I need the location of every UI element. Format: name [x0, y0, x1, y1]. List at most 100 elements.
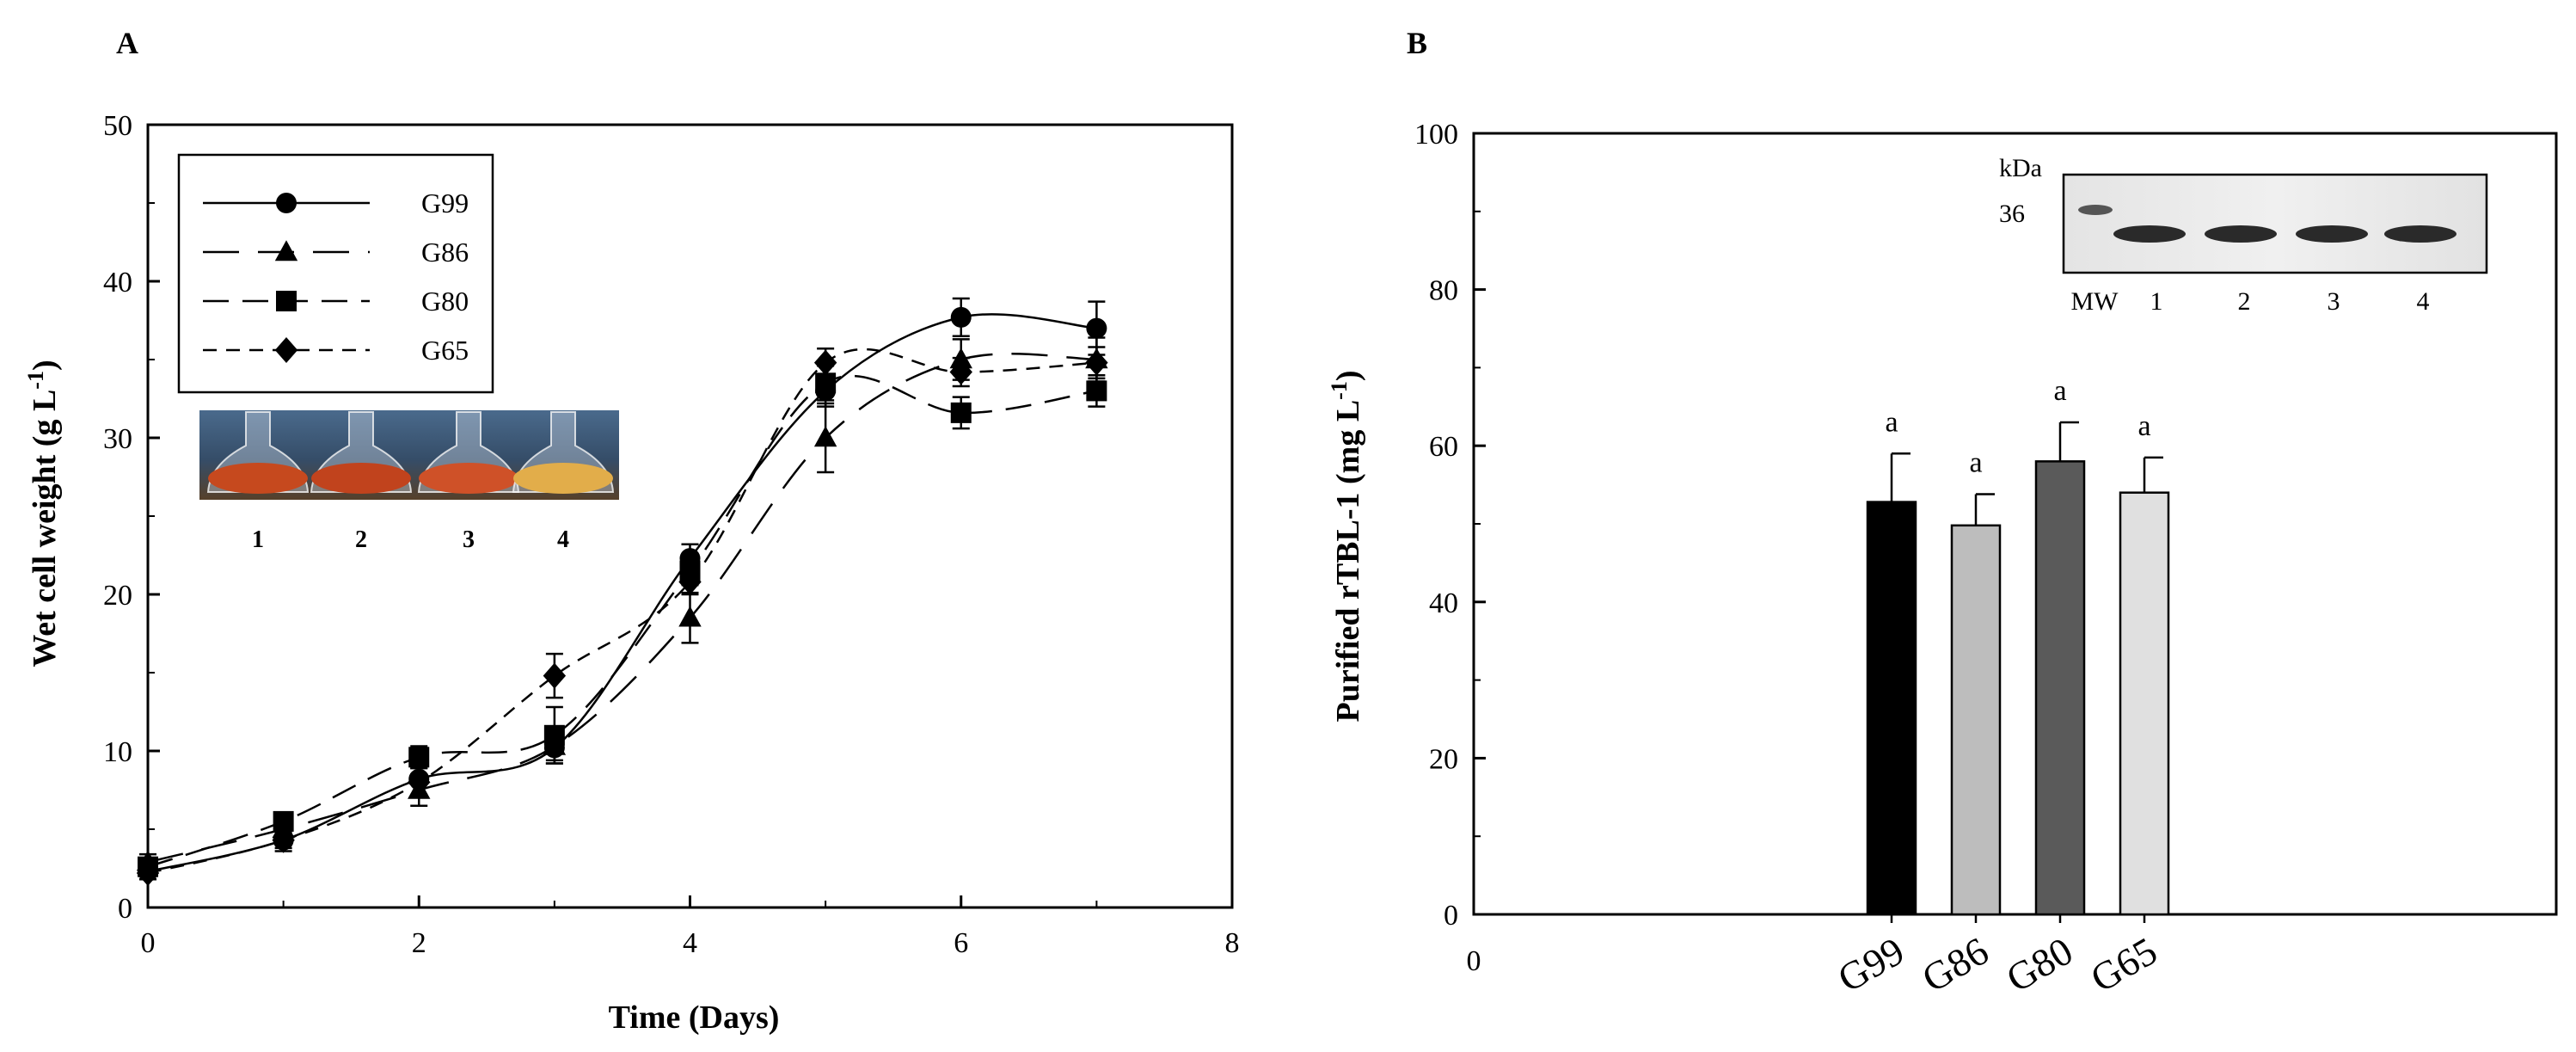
panel-b-y-axis-title-close: ): [1330, 370, 1366, 381]
category-label-g65: G65: [2083, 928, 2164, 1000]
panel-a-y-axis-title-sup: -1: [23, 371, 48, 390]
panel-a-y-tick-label: 10: [103, 736, 132, 768]
panel-a-x-tick-label: 4: [683, 927, 697, 959]
bar-g80: [2034, 460, 2086, 916]
legend-label-g99: G99: [421, 188, 469, 218]
panel-a-y-tick-label: 30: [103, 423, 132, 455]
panel-a-legend: G99 G86 G80 G65: [177, 153, 494, 394]
flask-medium: [419, 463, 518, 494]
flask-medium: [208, 463, 308, 494]
panel-b-y-tick-label: 100: [1414, 119, 1458, 151]
data-point-g65: [543, 662, 567, 689]
series-line-g99: [147, 313, 1097, 873]
data-point-g65: [678, 569, 702, 595]
legend-label-g65: G65: [421, 335, 469, 366]
gel-lane-label: 3: [2328, 287, 2340, 316]
data-point-g65: [136, 859, 160, 886]
legend-box: [177, 153, 494, 394]
data-point-g65: [272, 827, 295, 853]
panel-b-y-tick-label: 0: [1444, 900, 1458, 932]
flask-label: 2: [355, 526, 367, 553]
panel-a-y-axis-title-close: ): [27, 360, 63, 371]
data-point-g80: [1086, 380, 1107, 402]
series-line-g65: [147, 348, 1097, 875]
gel-box: [2062, 173, 2488, 274]
series-line-g80: [147, 374, 1097, 868]
panel-b-plot-area: 0 20 40 60 80 100 a G99 a G86 a G80 a G65 kDa 36 MW 1 2 3 4: [1414, 119, 2558, 1000]
flask-medium: [513, 463, 613, 494]
data-point-g80: [408, 747, 430, 768]
panel-b-y-axis-title: Purified rTBL-1 (mg L-1): [1327, 370, 1366, 722]
panel-a-y-tick-label: 0: [118, 893, 132, 925]
panel-a-x-tick-label: 0: [141, 927, 156, 959]
panel-b-y-tick-label: 20: [1429, 743, 1458, 775]
gel-protein-band: [2205, 225, 2277, 243]
panel-a-y-tick-label: 20: [103, 580, 132, 612]
flask-label: 1: [252, 526, 264, 553]
panel-a-x-tick-label: 6: [954, 927, 968, 959]
data-point-g86: [813, 426, 837, 447]
panel-a-y-tick-label: 40: [103, 267, 132, 298]
data-point-g99: [950, 306, 972, 328]
gel-lane-label: 2: [2238, 287, 2251, 316]
category-label-g99: G99: [1831, 928, 1911, 1000]
bar-g65: [2119, 491, 2170, 916]
data-point-g65: [408, 769, 431, 796]
gel-marker-band: [2078, 205, 2113, 215]
gel-protein-band: [2296, 225, 2368, 243]
panel-a-x-tick-label: 2: [412, 927, 426, 959]
data-point-g99: [1086, 317, 1107, 339]
legend-label-g86: G86: [421, 237, 469, 268]
flask-photo-inset: 1 2 3 4: [199, 410, 619, 553]
category-label-g86: G86: [1915, 928, 1996, 1000]
panel-a-x-axis-title: Time (Days): [609, 1000, 780, 1036]
data-point-g80: [543, 724, 565, 746]
series-line-g86: [147, 353, 1097, 864]
gel-protein-band: [2113, 225, 2186, 243]
bar-g99: [1866, 501, 1917, 916]
panel-b-y-tick-label: 60: [1429, 431, 1458, 463]
data-point-g65: [949, 359, 972, 385]
data-point-g86: [678, 606, 702, 627]
gel-lane-label: 1: [2150, 287, 2163, 316]
legend-label-g80: G80: [421, 286, 469, 317]
legend-marker-g86: [274, 240, 298, 261]
panel-a-y-tick-label: 50: [103, 110, 132, 142]
gel-protein-band: [2384, 225, 2456, 243]
panel-b-x-start-label: 0: [1467, 945, 1481, 977]
significance-label: a: [2137, 410, 2150, 442]
category-label-g80: G80: [1999, 928, 2080, 1000]
panel-a-y-axis-title: Wet cell weight (g L-1): [23, 360, 63, 667]
significance-label: a: [1969, 446, 1982, 478]
significance-label: a: [2053, 375, 2066, 407]
flask-label: 3: [463, 526, 475, 553]
panel-a-y-axis-title-main: Wet cell weight (g L: [27, 390, 63, 667]
significance-label: a: [1885, 406, 1898, 438]
flask-label: 4: [557, 526, 569, 553]
panel-b-y-axis-title-sup: -1: [1327, 381, 1352, 400]
panel-b-y-tick-label: 80: [1429, 275, 1458, 307]
sds-page-gel-inset: kDa 36 MW 1 2 3 4: [1999, 154, 2488, 316]
series-g65: [136, 346, 1108, 886]
legend-marker-g99: [276, 193, 297, 213]
panel-b-y-axis-title-main: Purified rTBL-1 (mg L: [1330, 400, 1366, 723]
data-point-g65: [813, 349, 837, 376]
gel-lane-label: MW: [2071, 287, 2119, 316]
panel-b: B Purified rTBL-1 (mg L-1) 0 0 20 40 60 80 10…: [1327, 26, 2558, 1000]
legend-marker-g65: [274, 337, 298, 363]
gel-unit-label: kDa: [1999, 154, 2042, 182]
data-point-g65: [1085, 349, 1108, 376]
gel-marker-size-label: 36: [1999, 200, 2025, 228]
panel-b-label: B: [1407, 26, 1427, 60]
panel-a-plot-area: 0 10 20 30 40 50 0 2 4 6 8 G99 G86 G80 G65 1 2 3 4: [103, 110, 1240, 959]
panel-a-label: A: [116, 26, 138, 60]
panel-a: A Wet cell weight (g L-1) Time (Days) 0 1…: [23, 26, 1240, 1036]
legend-marker-g80: [276, 291, 297, 311]
flask-medium: [311, 463, 411, 494]
bar-g86: [1950, 524, 2002, 916]
gel-lane-label: 4: [2417, 287, 2430, 316]
panel-b-y-tick-label: 40: [1429, 588, 1458, 619]
data-point-g80: [950, 402, 972, 423]
panel-a-x-tick-label: 8: [1225, 927, 1240, 959]
